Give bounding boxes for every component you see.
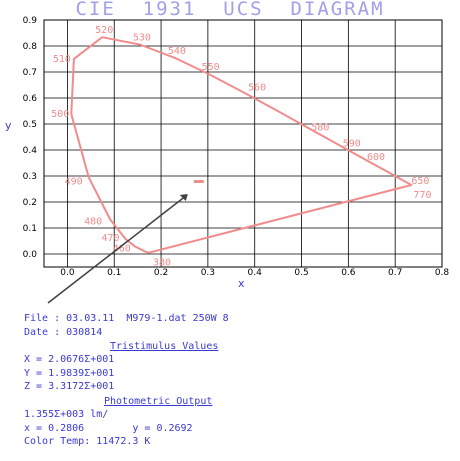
wavelength-label: 530 [133,32,151,43]
wavelength-label: 470 [101,233,119,244]
wavelength-label: 550 [202,62,220,73]
photometric-heading: Photometric Output [104,396,213,407]
color-temp-line: Color Temp: 11472.3 K [24,436,151,447]
wavelength-label: 380 [153,258,171,269]
y-tick-label: 0.2 [23,198,37,208]
y-tick-label: 0.7 [23,68,37,78]
wavelength-label: 490 [65,176,83,187]
wavelength-label: 580 [311,122,329,133]
x-tick-label: 0.5 [294,268,308,278]
wavelength-label: 540 [168,46,186,57]
x-axis-label: x [238,277,245,290]
wavelength-label: 590 [343,139,361,150]
chromaticity-line: x = 0.2806 y = 0.2692 [24,423,193,434]
pointer-arrow-head [179,194,188,202]
spectral-locus [70,36,413,254]
y-axis-label: y [5,119,12,132]
x-tick-label: 0.3 [201,268,215,278]
wavelength-label: 510 [53,54,71,65]
file-line: File : 03.03.11 M979-1.dat 250W 8 [24,313,229,324]
wavelength-label: 520 [95,25,113,36]
wavelength-label: 460 [113,243,131,254]
chart-title: CIE 1931 UCS DIAGRAM [75,0,385,20]
date-line: Date : 030814 [24,327,103,338]
wavelength-label: 650 [411,176,429,187]
wavelength-label: 600 [367,152,385,163]
y-tick-label: 0.5 [23,120,37,130]
y-tick-label: 0.3 [23,172,37,182]
annotations [47,180,204,304]
wavelength-label: 480 [84,216,102,227]
y-tick-label: 0.4 [23,146,38,156]
wavelength-label: 770 [413,190,431,201]
measured-point-marker [193,180,204,184]
x-tick-label: 0.2 [154,268,168,278]
plot-frame [43,19,443,268]
pointer-arrow-shaft [47,195,187,304]
y-value-line: Y = 1.9839Σ+001 [24,368,115,379]
tristimulus-heading: Tristimulus Values [110,341,219,352]
wavelength-label: 560 [248,83,266,94]
y-tick-label: 0.1 [23,224,37,234]
x-tick-label: 0.8 [435,268,450,278]
x-tick-label: 0.7 [388,268,402,278]
grid [43,19,443,268]
y-tick-label: 0.9 [23,16,38,26]
x-tick-label: 0.0 [60,268,75,278]
x-tick-label: 0.1 [107,268,121,278]
y-tick-label: 0.6 [23,94,38,104]
x-tick-label: 0.6 [341,268,356,278]
tick-labels: 0.0 0.1 0.2 0.3 0.4 0.5 0.6 0.7 0.8 0.0 0.1 0.2 0.3 0… [23,16,450,278]
wavelength-label: 500 [51,109,69,120]
x-value-line: X = 2.0676Σ+001 [24,354,115,365]
z-value-line: Z = 3.3172Σ+001 [24,381,115,392]
y-tick-label: 0.0 [23,250,38,260]
locus-curve [70,36,413,254]
x-tick-label: 0.4 [248,268,263,278]
lumen-line: 1.355Σ+003 lm/ [24,409,109,420]
y-tick-label: 0.8 [23,42,38,52]
